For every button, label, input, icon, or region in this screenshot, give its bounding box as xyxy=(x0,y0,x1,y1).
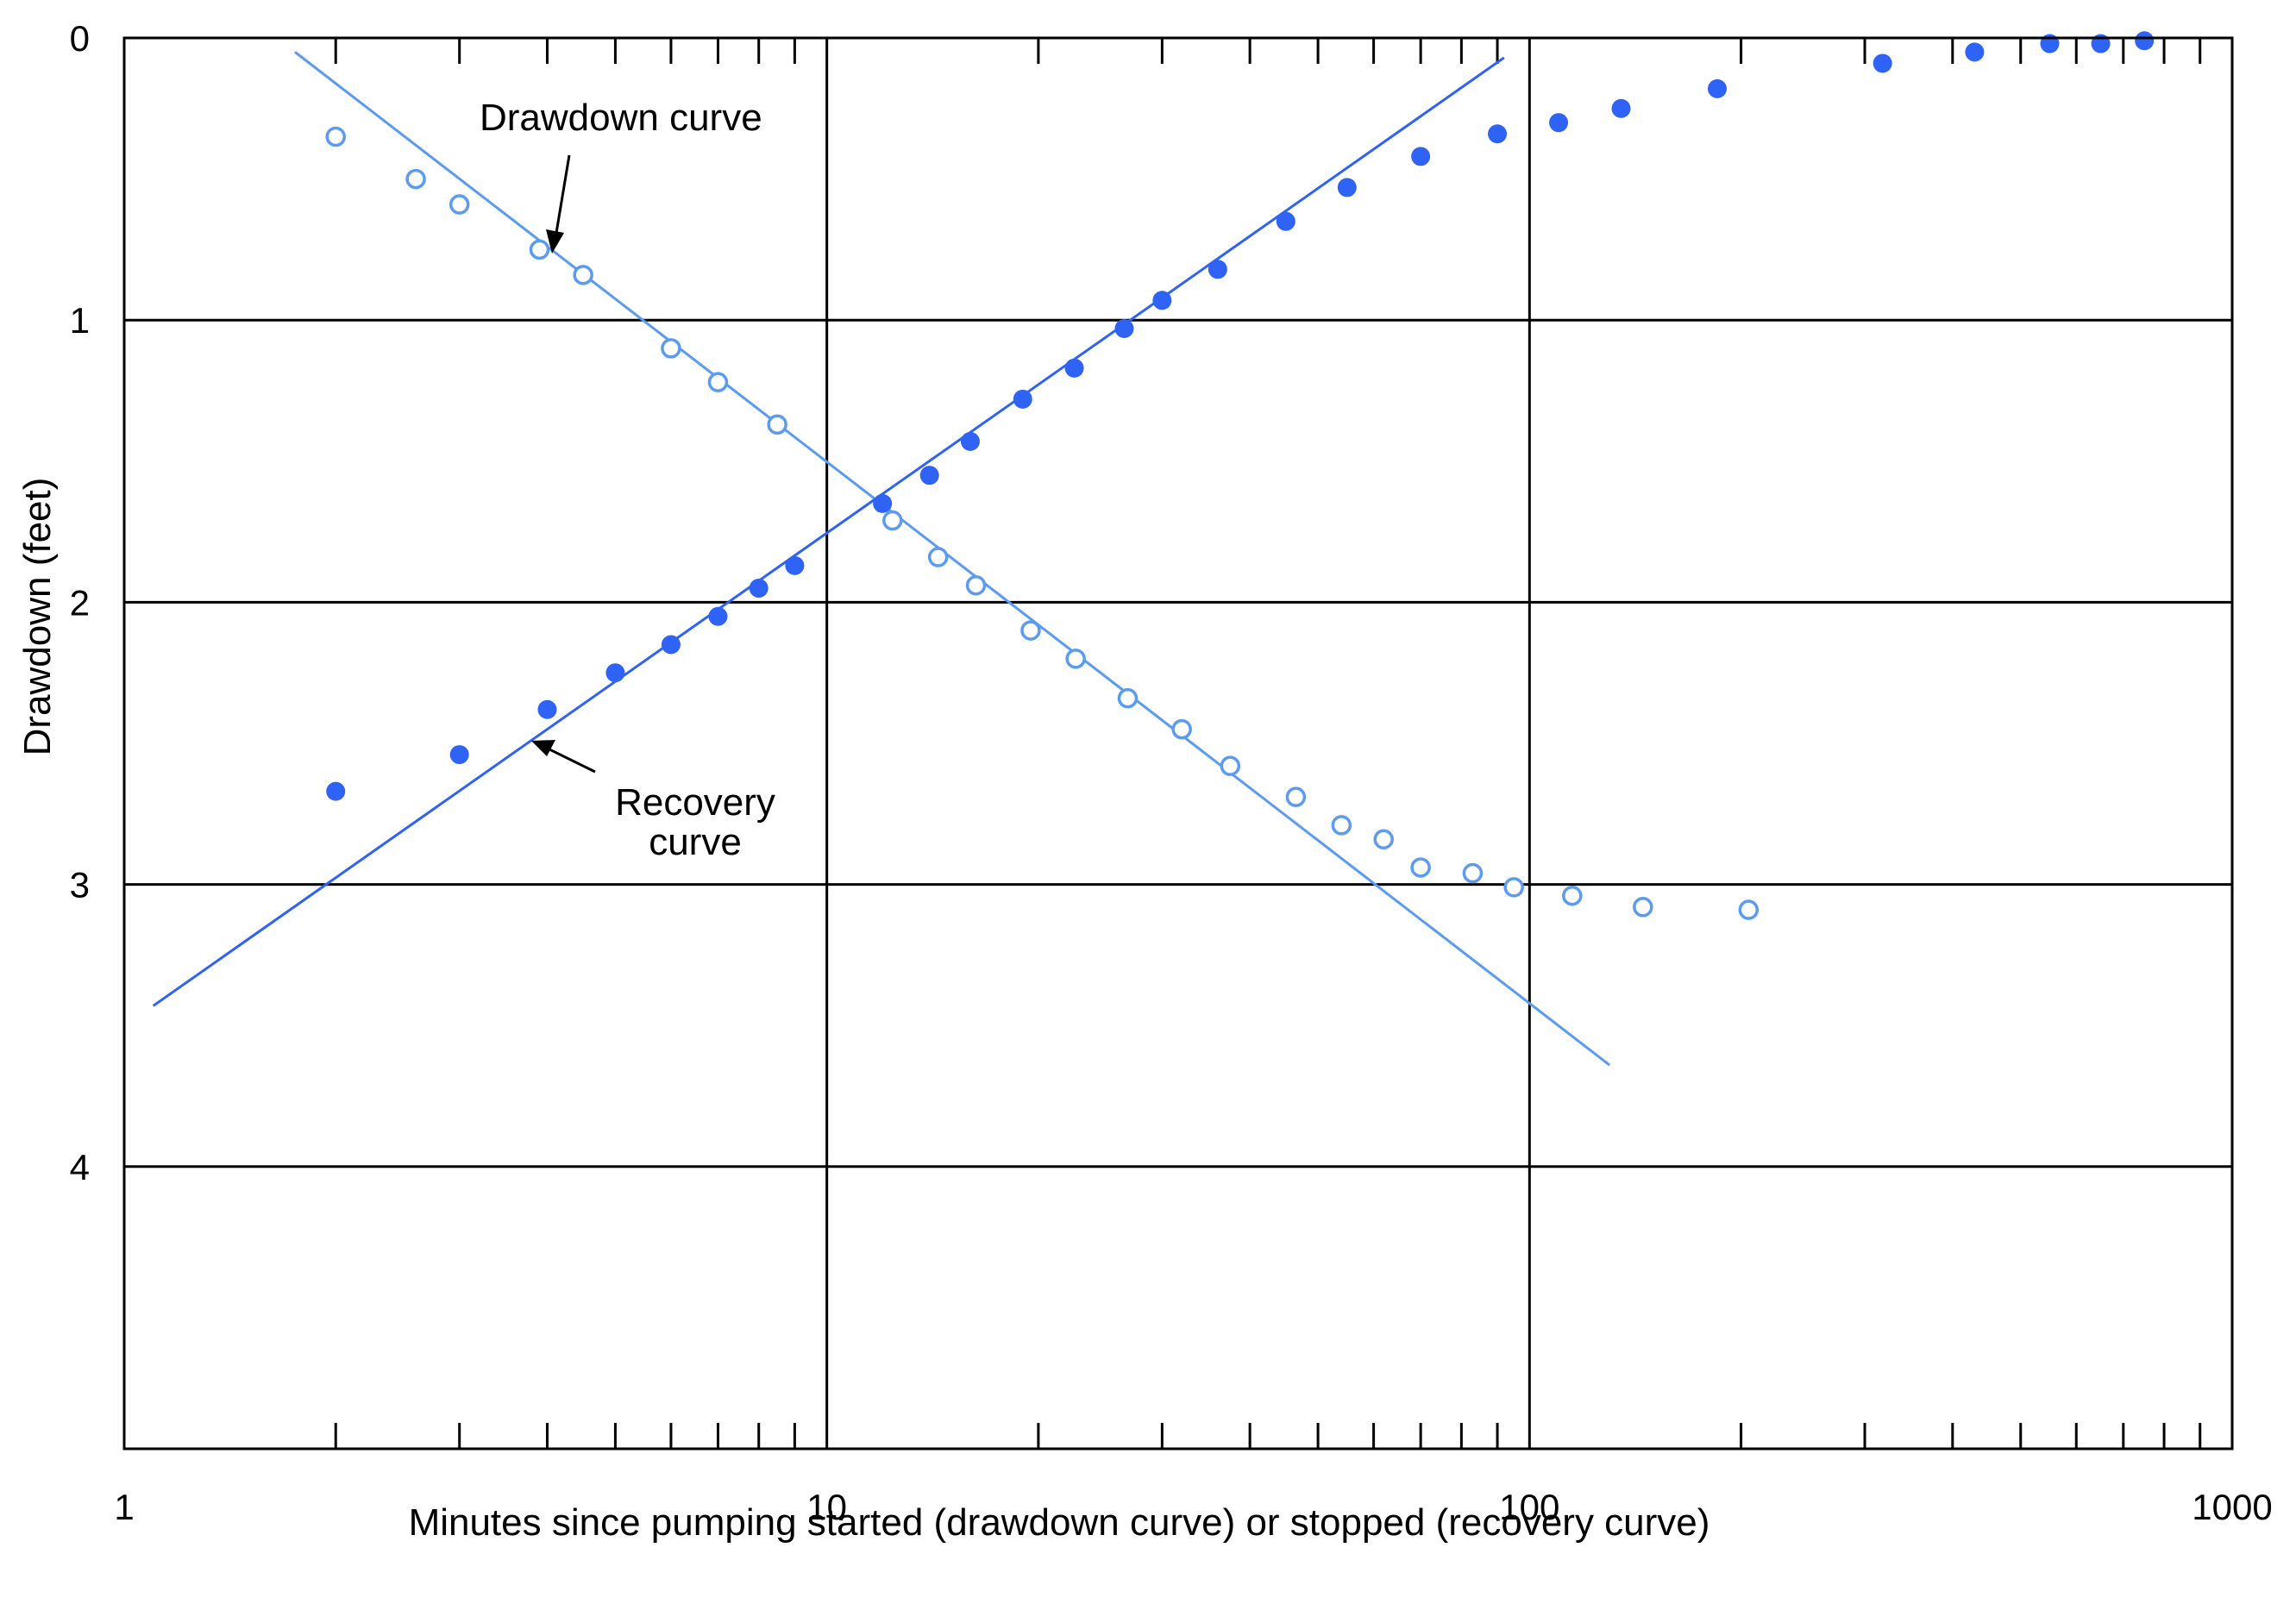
x-tick-label: 1000 xyxy=(2192,1487,2272,1527)
data-point-filled xyxy=(2135,31,2155,51)
y-tick-label: 3 xyxy=(70,865,90,905)
x-tick-label: 100 xyxy=(1499,1487,1559,1527)
data-point-filled xyxy=(1611,98,1631,118)
data-point-filled xyxy=(960,431,980,451)
data-point-open xyxy=(1020,620,1041,641)
data-point-filled xyxy=(785,555,805,575)
data-point-open xyxy=(661,338,681,359)
data-point-filled xyxy=(1549,113,1569,133)
data-point-open xyxy=(1065,648,1086,669)
data-point-filled xyxy=(1208,260,1227,279)
data-point-filled xyxy=(1114,319,1134,339)
recovery-curve-arrow xyxy=(531,740,596,774)
data-point-filled xyxy=(449,745,469,765)
data-point-open xyxy=(1410,857,1431,878)
data-point-filled xyxy=(1013,389,1032,409)
tick-labels-layer: 1 10 100 1000 0 1 2 3 4 xyxy=(70,18,2273,1527)
data-point-open xyxy=(573,265,593,285)
data-point-open xyxy=(325,126,346,147)
data-point-filled xyxy=(1152,291,1172,310)
x-axis-title: Minutes since pumping started (drawdown … xyxy=(409,1501,1710,1544)
data-point-open xyxy=(882,510,903,531)
data-point-filled xyxy=(749,579,768,598)
data-point-open xyxy=(1117,687,1139,709)
data-point-open xyxy=(1285,786,1307,807)
y-tick-label: 1 xyxy=(70,300,90,341)
data-point-open xyxy=(1462,862,1484,884)
data-point-open xyxy=(1738,899,1760,920)
data-point-open xyxy=(707,372,729,392)
data-point-filled xyxy=(537,699,557,719)
drawdown-curve-arrow xyxy=(546,154,571,254)
data-point-filled xyxy=(1488,124,1508,144)
data-point-filled xyxy=(1276,211,1295,231)
data-point-filled xyxy=(326,781,346,801)
points-layer xyxy=(325,31,2155,920)
fit-lines-layer xyxy=(152,51,1611,1067)
fit-line xyxy=(294,51,1611,1067)
data-point-filled xyxy=(708,606,728,626)
y-tick-label: 2 xyxy=(70,582,90,623)
data-point-open xyxy=(529,239,550,260)
plot-frame xyxy=(122,36,2234,1450)
data-point-open xyxy=(405,168,426,190)
data-point-open xyxy=(1220,755,1241,776)
data-point-filled xyxy=(873,493,893,513)
y-tick-label: 4 xyxy=(70,1147,90,1187)
y-tick-label: 0 xyxy=(70,18,90,59)
data-point-open xyxy=(1633,897,1653,918)
data-point-open xyxy=(1331,815,1352,836)
data-point-filled xyxy=(1965,42,1985,62)
data-point-open xyxy=(1503,877,1524,898)
data-point-open xyxy=(1373,829,1394,849)
data-point-filled xyxy=(919,466,939,486)
minor-ticks-layer xyxy=(334,38,2202,1449)
data-point-filled xyxy=(1064,358,1084,378)
recovery-curve-label-line1: Recovery xyxy=(615,781,775,824)
data-point-filled xyxy=(661,635,681,655)
data-point-open xyxy=(767,414,787,435)
data-point-filled xyxy=(1411,147,1431,166)
data-point-open xyxy=(449,194,470,215)
data-point-open xyxy=(965,575,987,596)
fit-line xyxy=(152,56,1505,1007)
recovery-curve-label-line2: curve xyxy=(649,821,742,863)
data-point-filled xyxy=(1707,78,1727,98)
x-tick-label: 1 xyxy=(114,1487,134,1527)
y-axis-title: Drawdown (feet) xyxy=(16,478,59,756)
data-point-filled xyxy=(1337,178,1357,197)
data-point-open xyxy=(1562,885,1583,906)
grid-layer xyxy=(124,38,2232,1449)
data-point-open xyxy=(1171,718,1192,740)
x-tick-label: 10 xyxy=(806,1487,847,1527)
drawdown-curve-label: Drawdown curve xyxy=(480,97,762,139)
data-point-filled xyxy=(605,663,625,683)
data-point-open xyxy=(927,547,949,567)
data-point-filled xyxy=(1873,53,1892,73)
